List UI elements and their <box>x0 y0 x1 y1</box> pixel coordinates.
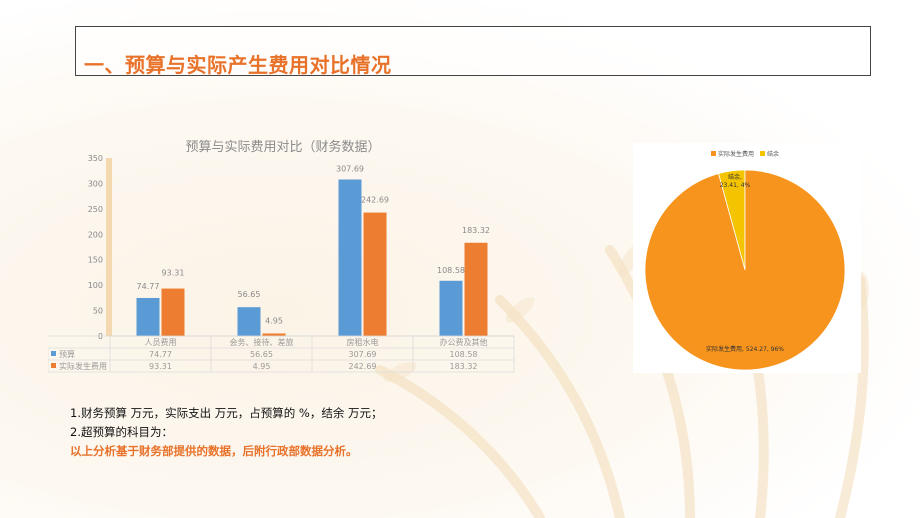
legend-key <box>51 363 56 368</box>
table-cell: 56.65 <box>250 350 273 359</box>
bar-actual <box>262 333 286 336</box>
title-box: 一、预算与实际产生费用对比情况 <box>75 26 871 77</box>
table-cell: 4.95 <box>253 362 271 371</box>
note-line-2: 2.超预算的科目为： <box>70 425 173 439</box>
pie-legend-label: 实际发生费用 <box>718 150 754 158</box>
bar-data-label: 183.32 <box>462 226 490 235</box>
note-line-1: 1.财务预算 万元，实际支出 万元，占预算的 %，结余 万元； <box>70 406 383 420</box>
pie-slice-label: 结余, <box>728 173 742 181</box>
legend-key <box>51 351 56 356</box>
bar-budget <box>237 307 261 336</box>
table-cell: 93.31 <box>149 362 172 371</box>
y-tick-label: 350 <box>88 154 103 163</box>
bar-chart-title: 预算与实际费用对比（财务数据） <box>185 140 381 155</box>
bar-actual <box>161 288 185 336</box>
pie-legend-key <box>760 151 765 156</box>
table-cell: 183.32 <box>450 362 478 371</box>
bar-data-label: 4.95 <box>265 316 283 325</box>
y-tick-label: 150 <box>88 256 103 265</box>
y-tick-label: 200 <box>88 230 103 239</box>
bar-data-label: 108.58 <box>437 266 465 275</box>
pie-legend-label: 结余 <box>767 150 779 158</box>
bar-budget <box>338 179 362 336</box>
note-line-3: 以上分析基于财务部提供的数据，后附行政部数据分析。 <box>70 444 358 458</box>
bar-actual <box>363 212 387 336</box>
table-cell: 242.69 <box>349 362 377 371</box>
bar-chart-panel: 预算与实际费用对比（财务数据） 0 50 100 150 200 250 300 350 74.… <box>47 128 518 378</box>
bar-data-label: 93.31 <box>162 269 185 278</box>
notes: 1.财务预算 万元，实际支出 万元，占预算的 %，结余 万元； 2.超预算的科目… <box>70 404 383 461</box>
bar-data-label: 307.69 <box>336 165 364 174</box>
legend-label: 实际发生费用 <box>59 361 107 371</box>
table-cell: 108.58 <box>450 350 478 359</box>
category-label: 会务、接待、差旅 <box>230 337 294 347</box>
page-title: 一、预算与实际产生费用对比情况 <box>84 53 392 77</box>
y-tick-label: 250 <box>88 205 103 214</box>
y-tick-label: 300 <box>88 179 103 188</box>
bar-chart: 05010015020025030035074.7793.3156.654.95… <box>47 154 515 373</box>
category-label: 人员费用 <box>145 337 177 347</box>
y-tick-label: 0 <box>98 332 103 341</box>
table-cell: 74.77 <box>149 350 172 359</box>
y-tick-label: 50 <box>93 307 103 316</box>
legend-label: 预算 <box>59 349 75 359</box>
bar-budget <box>136 297 160 336</box>
bar-budget <box>439 280 463 336</box>
table-cell: 307.69 <box>349 350 377 359</box>
y-tick-label: 100 <box>88 281 103 290</box>
bar-actual <box>464 242 488 336</box>
bar-data-label: 74.77 <box>137 282 160 291</box>
pie-legend-key <box>711 151 716 156</box>
bar-data-label: 242.69 <box>361 196 389 205</box>
category-label: 办公费及其他 <box>440 337 488 347</box>
pie-slice-label: 实际发生费用, 524.27, 96% <box>706 345 784 353</box>
pie-slice-label: 23.41, 4% <box>720 182 751 189</box>
bar-data-label: 56.65 <box>238 290 261 299</box>
pie-chart-panel: 实际发生费用 结余实际发生费用, 524.27, 96% 结余, 23.41, 4% <box>633 143 861 373</box>
category-label: 房租水电 <box>347 337 379 347</box>
y-axis-band <box>106 158 112 336</box>
pie-slice <box>644 169 846 371</box>
